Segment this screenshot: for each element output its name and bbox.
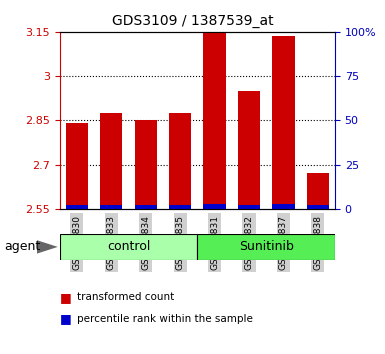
Text: ■: ■ [60,291,72,304]
Bar [197,234,335,260]
Bar [272,36,295,209]
Bar [134,120,157,209]
Bar [169,113,191,209]
Bar [100,113,122,209]
Bar [66,205,88,209]
Text: ■: ■ [60,312,72,325]
Bar [272,204,295,209]
Bar [60,234,197,260]
Text: control: control [107,240,150,253]
Bar [238,205,260,209]
Bar [203,204,226,209]
Text: transformed count: transformed count [77,292,174,302]
Bar [100,205,122,209]
Text: GDS3109 / 1387539_at: GDS3109 / 1387539_at [112,14,273,28]
Text: percentile rank within the sample: percentile rank within the sample [77,314,253,324]
Bar [203,17,226,209]
Bar [169,205,191,209]
Bar [238,91,260,209]
Bar [66,123,88,209]
Polygon shape [37,240,58,254]
Bar [306,205,329,209]
Text: agent: agent [4,240,40,253]
Bar [306,173,329,209]
Text: Sunitinib: Sunitinib [239,240,294,253]
Bar [134,205,157,209]
